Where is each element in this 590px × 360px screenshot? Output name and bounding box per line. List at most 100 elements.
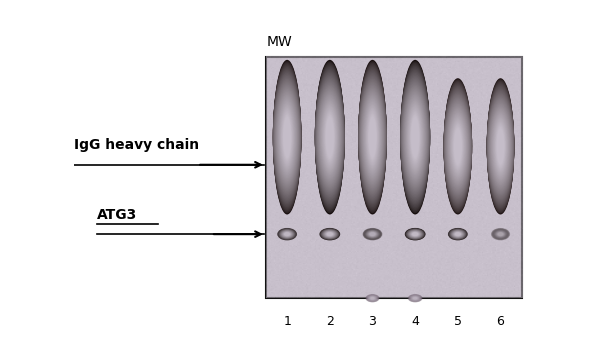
Ellipse shape	[406, 99, 424, 175]
Ellipse shape	[278, 229, 296, 239]
Ellipse shape	[278, 27, 296, 36]
Ellipse shape	[281, 109, 293, 165]
Ellipse shape	[281, 28, 293, 35]
Ellipse shape	[409, 111, 421, 164]
Ellipse shape	[453, 123, 463, 170]
Ellipse shape	[321, 27, 339, 36]
Ellipse shape	[407, 229, 423, 239]
Ellipse shape	[364, 229, 381, 239]
Ellipse shape	[316, 80, 344, 194]
Ellipse shape	[322, 229, 338, 239]
Ellipse shape	[401, 80, 429, 194]
Ellipse shape	[488, 99, 513, 194]
Ellipse shape	[487, 94, 514, 199]
Ellipse shape	[408, 28, 422, 35]
Ellipse shape	[363, 229, 381, 240]
Ellipse shape	[362, 93, 383, 181]
Ellipse shape	[449, 27, 467, 36]
Ellipse shape	[322, 229, 338, 239]
Ellipse shape	[491, 228, 510, 240]
Ellipse shape	[408, 294, 422, 302]
Ellipse shape	[322, 102, 338, 172]
Ellipse shape	[401, 77, 430, 197]
Ellipse shape	[405, 228, 425, 240]
Ellipse shape	[319, 228, 340, 240]
Ellipse shape	[411, 296, 419, 301]
Ellipse shape	[408, 294, 422, 302]
Ellipse shape	[411, 116, 419, 158]
Ellipse shape	[400, 64, 430, 210]
Ellipse shape	[408, 230, 423, 239]
Ellipse shape	[369, 296, 376, 300]
Ellipse shape	[369, 116, 376, 158]
Ellipse shape	[496, 124, 506, 168]
Text: 2: 2	[326, 315, 334, 328]
Bar	[266, 57, 522, 298]
Ellipse shape	[497, 231, 504, 237]
Ellipse shape	[358, 71, 386, 203]
Ellipse shape	[487, 92, 514, 201]
Ellipse shape	[315, 61, 345, 213]
Ellipse shape	[359, 82, 385, 193]
Ellipse shape	[412, 232, 418, 236]
Ellipse shape	[411, 231, 419, 237]
Ellipse shape	[404, 26, 427, 37]
Ellipse shape	[450, 27, 466, 35]
Ellipse shape	[273, 66, 301, 209]
Ellipse shape	[369, 232, 376, 237]
Ellipse shape	[360, 85, 385, 190]
Ellipse shape	[367, 231, 378, 238]
Ellipse shape	[455, 232, 461, 236]
Ellipse shape	[448, 109, 468, 184]
Ellipse shape	[273, 67, 301, 207]
Ellipse shape	[448, 26, 467, 36]
Ellipse shape	[491, 228, 509, 240]
Ellipse shape	[273, 63, 301, 212]
Ellipse shape	[319, 26, 340, 37]
Ellipse shape	[406, 229, 424, 240]
Text: IgG heavy chain: IgG heavy chain	[74, 138, 199, 152]
Ellipse shape	[448, 228, 467, 240]
Ellipse shape	[493, 229, 508, 239]
Ellipse shape	[369, 231, 376, 237]
Ellipse shape	[281, 111, 293, 164]
Ellipse shape	[363, 228, 382, 240]
Ellipse shape	[315, 74, 345, 200]
Ellipse shape	[319, 26, 341, 37]
Ellipse shape	[273, 64, 301, 210]
Ellipse shape	[402, 86, 428, 188]
Ellipse shape	[277, 96, 297, 178]
Ellipse shape	[405, 95, 425, 180]
Ellipse shape	[451, 230, 465, 239]
Ellipse shape	[273, 74, 301, 200]
Ellipse shape	[363, 26, 382, 36]
Ellipse shape	[360, 86, 385, 188]
Ellipse shape	[444, 91, 472, 202]
Ellipse shape	[487, 89, 514, 204]
Ellipse shape	[445, 101, 470, 192]
Ellipse shape	[277, 228, 297, 240]
Ellipse shape	[409, 230, 421, 238]
Ellipse shape	[277, 26, 297, 36]
Ellipse shape	[444, 82, 472, 211]
Ellipse shape	[274, 77, 301, 197]
Ellipse shape	[455, 232, 461, 236]
Ellipse shape	[315, 73, 345, 202]
Ellipse shape	[325, 115, 335, 159]
Ellipse shape	[277, 93, 297, 181]
Ellipse shape	[358, 70, 386, 204]
Ellipse shape	[315, 67, 345, 207]
Ellipse shape	[320, 228, 340, 240]
Ellipse shape	[326, 232, 333, 237]
Ellipse shape	[366, 28, 379, 35]
Ellipse shape	[445, 97, 471, 195]
Ellipse shape	[359, 24, 386, 39]
Ellipse shape	[404, 93, 426, 181]
Ellipse shape	[496, 231, 506, 237]
Ellipse shape	[444, 78, 472, 215]
Ellipse shape	[369, 296, 376, 301]
Ellipse shape	[487, 90, 514, 203]
Ellipse shape	[492, 229, 509, 240]
Ellipse shape	[368, 296, 377, 301]
Ellipse shape	[280, 105, 294, 170]
